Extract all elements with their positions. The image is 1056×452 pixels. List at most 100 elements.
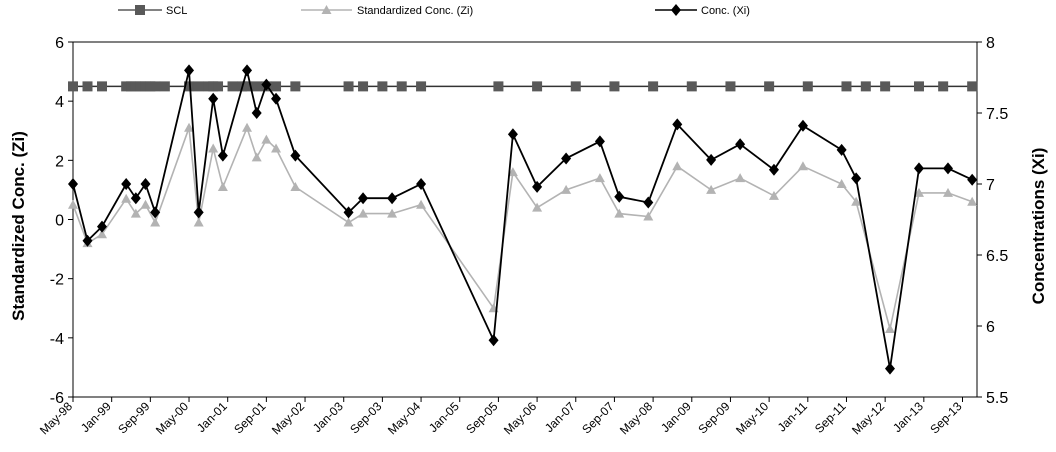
y-tick-label: 2 [55,153,64,170]
x-tick-label: Sep-07 [579,399,616,436]
y2-tick-label: 5.5 [986,390,1008,407]
y2-tick-label: 7.5 [986,106,1008,123]
x-tick-label: May-06 [501,399,539,437]
data-point [643,196,654,209]
y2-tick-label: 6.5 [986,248,1008,265]
data-point [68,199,78,209]
data-point [217,181,228,191]
data-point [507,167,518,177]
data-point [184,81,195,92]
legend-item-standardized-conc-zi: Standardized Conc. (Zi) [301,5,473,17]
data-point [130,208,141,218]
data-point [561,152,572,165]
data-point [570,81,581,92]
y-axis-left: -6 -4 -2 0 2 4 6 [50,35,73,407]
x-tick-label: Sep-05 [463,399,500,436]
data-point [836,179,847,188]
data-point [706,184,717,194]
data-point [768,190,779,200]
data-point [594,173,605,183]
data-point [507,128,518,141]
x-tick-label: May-12 [849,399,887,437]
data-point [68,178,78,190]
data-point [150,81,161,92]
y2-tick-label: 8 [986,35,995,52]
data-point [97,229,108,239]
data-point [251,81,262,92]
data-point [343,206,354,219]
legend-marker [135,5,145,15]
data-point [251,152,262,162]
data-point [242,81,253,92]
data-point [416,81,427,92]
data-point [614,190,625,203]
data-point [614,208,625,218]
y-tick-label: -2 [50,272,64,289]
data-point [150,217,161,227]
data-point [493,81,504,92]
legend-marker [671,4,681,16]
y-tick-label: -4 [50,331,64,348]
data-point [836,143,847,156]
x-tick-label: Sep-03 [347,399,384,436]
x-tick-label: Sep-01 [231,399,268,436]
data-point [561,184,572,194]
legend-item-scl: SCL [118,5,187,17]
data-point [488,334,499,347]
x-tick-label: Jan-09 [658,399,694,435]
data-point [97,220,108,233]
data-point [735,138,746,151]
data-point [967,81,978,92]
data-point [880,81,891,92]
data-point [672,118,683,131]
data-point [242,122,253,132]
series-scl [68,81,978,92]
data-point [532,81,543,92]
data-point [942,187,953,197]
legend-item-conc-xi: Conc. (Xi) [655,4,750,17]
data-point [643,211,654,221]
data-point [532,180,543,193]
data-point [242,64,253,77]
x-tick-label: Jan-07 [542,399,578,435]
data-point [140,178,151,190]
data-point [594,135,605,148]
data-point [290,149,301,162]
data-point [121,193,132,203]
y-tick-label: 4 [55,94,64,111]
data-point [797,119,808,132]
series-line [72,70,973,369]
legend: SCL Standardized Conc. (Zi) Conc. (Xi) [118,4,750,17]
y-axis-title-left: Standardized Conc. (Zi) [9,131,28,321]
data-point [290,181,301,191]
data-point [271,81,282,92]
data-point [672,161,683,171]
data-point [648,81,659,92]
data-point [290,81,301,92]
data-point [913,187,924,197]
data-point [396,81,407,92]
data-point [841,81,852,92]
x-tick-label: Jan-01 [194,399,230,435]
data-point [735,173,746,183]
x-tick-label: Jan-11 [775,399,810,434]
data-point [193,81,204,92]
data-point [150,206,161,219]
data-point [251,107,262,119]
series-line [72,125,973,330]
data-point [913,81,924,92]
x-tick-label: Jan-03 [310,399,346,435]
data-point [884,323,895,333]
y2-tick-label: 7 [986,177,995,194]
x-axis: May-98 Jan-99 Sep-99 May-00 Jan-01 Sep-01 May-… [37,397,965,437]
x-tick-label: Sep-13 [927,399,964,436]
data-point [343,217,354,227]
data-point [68,81,78,92]
data-point [938,81,949,92]
data-point [271,143,282,153]
data-point [377,81,388,92]
data-point [387,192,398,205]
data-point [725,81,736,92]
data-point [416,199,427,209]
